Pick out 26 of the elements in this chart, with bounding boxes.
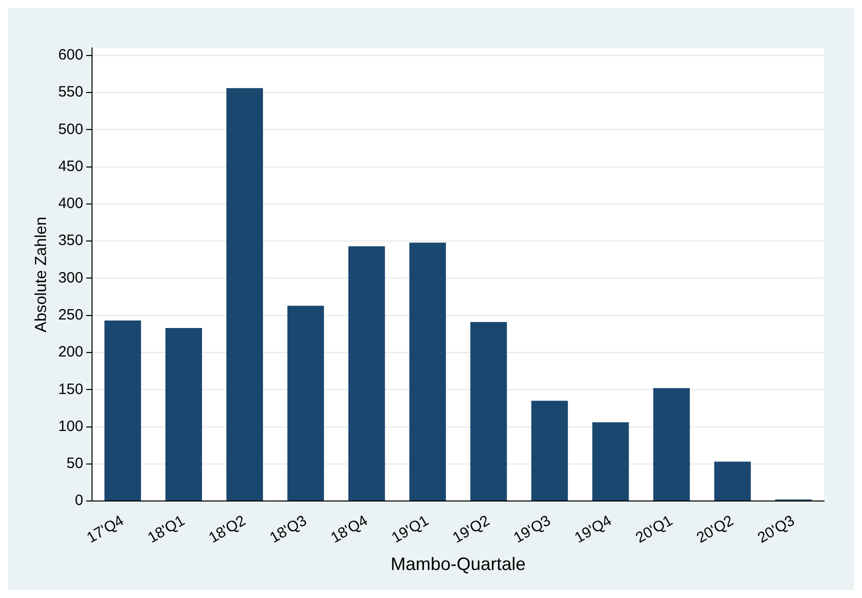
bar bbox=[531, 400, 568, 501]
y-tick-label: 500 bbox=[58, 120, 84, 138]
y-tick-label: 300 bbox=[58, 269, 84, 286]
bar bbox=[592, 422, 629, 501]
y-tick-label: 400 bbox=[58, 195, 84, 212]
bar bbox=[226, 88, 263, 501]
bar bbox=[714, 462, 751, 501]
y-axis-title: Absolute Zahlen bbox=[33, 216, 50, 332]
bar bbox=[348, 246, 385, 501]
y-tick-label: 350 bbox=[58, 232, 84, 250]
y-tick-label: 150 bbox=[58, 380, 84, 398]
y-tick-label: 0 bbox=[74, 492, 84, 510]
y-tick-label: 50 bbox=[66, 455, 84, 472]
y-tick-label: 600 bbox=[58, 46, 84, 64]
y-tick-label: 200 bbox=[58, 344, 84, 361]
y-tick-label: 100 bbox=[58, 418, 84, 435]
y-tick-label: 550 bbox=[58, 84, 84, 101]
bar bbox=[409, 242, 446, 501]
bar bbox=[470, 322, 507, 501]
x-axis-title: Mambo-Quartale bbox=[390, 554, 526, 574]
y-tick-label: 250 bbox=[58, 306, 84, 324]
bar bbox=[653, 388, 690, 501]
bar bbox=[104, 320, 142, 501]
bar bbox=[287, 306, 324, 501]
bar bbox=[165, 328, 202, 501]
y-tick-label: 450 bbox=[58, 158, 84, 175]
